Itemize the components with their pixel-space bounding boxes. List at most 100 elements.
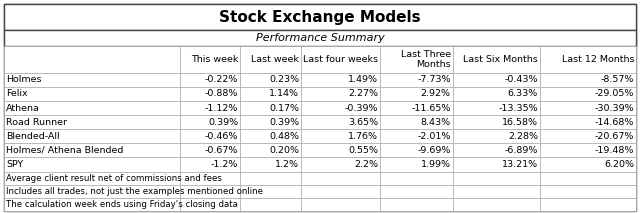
Bar bbox=[540, 87, 636, 101]
Bar bbox=[241, 185, 301, 198]
Bar bbox=[4, 115, 180, 129]
Bar bbox=[380, 129, 452, 143]
Text: Last week: Last week bbox=[251, 55, 299, 64]
Bar bbox=[241, 101, 301, 115]
Text: Performance Summary: Performance Summary bbox=[255, 33, 385, 43]
Text: Athena: Athena bbox=[6, 104, 40, 112]
Text: 1.14%: 1.14% bbox=[269, 89, 299, 98]
Bar bbox=[180, 185, 241, 198]
Bar bbox=[241, 157, 301, 172]
Bar bbox=[301, 73, 380, 87]
Bar bbox=[540, 157, 636, 172]
Text: 16.58%: 16.58% bbox=[502, 118, 538, 127]
Text: -13.35%: -13.35% bbox=[499, 104, 538, 112]
Bar bbox=[380, 87, 452, 101]
Bar bbox=[180, 115, 241, 129]
Bar bbox=[180, 198, 241, 211]
Text: 0.39%: 0.39% bbox=[208, 118, 238, 127]
Text: SPY: SPY bbox=[6, 160, 23, 169]
Text: Felix: Felix bbox=[6, 89, 28, 98]
Text: -0.88%: -0.88% bbox=[205, 89, 238, 98]
Text: -1.12%: -1.12% bbox=[205, 104, 238, 112]
Bar bbox=[4, 185, 180, 198]
Bar bbox=[241, 172, 301, 185]
Text: 13.21%: 13.21% bbox=[502, 160, 538, 169]
Text: The calculation week ends using Friday's closing data: The calculation week ends using Friday's… bbox=[6, 200, 238, 209]
Text: -2.01%: -2.01% bbox=[417, 132, 451, 141]
Text: 3.65%: 3.65% bbox=[348, 118, 378, 127]
Bar bbox=[241, 46, 301, 73]
Bar bbox=[180, 73, 241, 87]
Text: 6.33%: 6.33% bbox=[508, 89, 538, 98]
Text: 1.76%: 1.76% bbox=[348, 132, 378, 141]
Text: 1.49%: 1.49% bbox=[348, 75, 378, 84]
Bar bbox=[540, 172, 636, 185]
Bar bbox=[540, 115, 636, 129]
Bar bbox=[180, 129, 241, 143]
Bar bbox=[4, 87, 180, 101]
Bar bbox=[241, 87, 301, 101]
Bar bbox=[301, 172, 380, 185]
Bar bbox=[301, 115, 380, 129]
Bar bbox=[180, 172, 241, 185]
Bar bbox=[4, 172, 180, 185]
Bar bbox=[380, 198, 452, 211]
Bar bbox=[452, 185, 540, 198]
Text: 6.20%: 6.20% bbox=[604, 160, 634, 169]
Bar bbox=[452, 73, 540, 87]
Bar bbox=[452, 115, 540, 129]
Bar bbox=[301, 129, 380, 143]
Text: 0.17%: 0.17% bbox=[269, 104, 299, 112]
Bar bbox=[380, 101, 452, 115]
Text: This week: This week bbox=[191, 55, 238, 64]
Text: -0.43%: -0.43% bbox=[504, 75, 538, 84]
Text: Holmes: Holmes bbox=[6, 75, 42, 84]
Bar bbox=[301, 46, 380, 73]
Text: Blended-All: Blended-All bbox=[6, 132, 60, 141]
Bar bbox=[241, 198, 301, 211]
Bar bbox=[452, 129, 540, 143]
Bar bbox=[452, 87, 540, 101]
Text: Includes all trades, not just the examples mentioned online: Includes all trades, not just the exampl… bbox=[6, 187, 263, 196]
Text: -11.65%: -11.65% bbox=[412, 104, 451, 112]
Text: Last four weeks: Last four weeks bbox=[303, 55, 378, 64]
Text: -29.05%: -29.05% bbox=[595, 89, 634, 98]
Bar bbox=[540, 46, 636, 73]
Bar bbox=[4, 198, 180, 211]
Text: 2.27%: 2.27% bbox=[348, 89, 378, 98]
Text: -20.67%: -20.67% bbox=[595, 132, 634, 141]
Bar bbox=[452, 101, 540, 115]
Text: 8.43%: 8.43% bbox=[420, 118, 451, 127]
Bar bbox=[241, 115, 301, 129]
Text: -30.39%: -30.39% bbox=[595, 104, 634, 112]
Bar bbox=[4, 30, 636, 46]
Bar bbox=[540, 143, 636, 157]
Text: -0.39%: -0.39% bbox=[344, 104, 378, 112]
Text: -0.46%: -0.46% bbox=[205, 132, 238, 141]
Bar bbox=[4, 143, 180, 157]
Text: Last Six Months: Last Six Months bbox=[463, 55, 538, 64]
Bar bbox=[241, 73, 301, 87]
Bar bbox=[380, 157, 452, 172]
Text: -8.57%: -8.57% bbox=[600, 75, 634, 84]
Text: 0.55%: 0.55% bbox=[348, 146, 378, 155]
Text: Holmes/ Athena Blended: Holmes/ Athena Blended bbox=[6, 146, 124, 155]
Text: Road Runner: Road Runner bbox=[6, 118, 67, 127]
Bar bbox=[4, 73, 180, 87]
Bar bbox=[540, 185, 636, 198]
Bar bbox=[540, 198, 636, 211]
Bar bbox=[180, 87, 241, 101]
Bar bbox=[452, 172, 540, 185]
Text: -0.22%: -0.22% bbox=[205, 75, 238, 84]
Bar bbox=[301, 185, 380, 198]
Bar bbox=[380, 46, 452, 73]
Bar bbox=[452, 143, 540, 157]
Text: Average client result net of commissions and fees: Average client result net of commissions… bbox=[6, 174, 222, 183]
Bar bbox=[4, 129, 180, 143]
Bar bbox=[180, 157, 241, 172]
Bar bbox=[380, 172, 452, 185]
Text: 2.2%: 2.2% bbox=[354, 160, 378, 169]
Bar bbox=[4, 4, 636, 30]
Text: -7.73%: -7.73% bbox=[417, 75, 451, 84]
Bar bbox=[301, 198, 380, 211]
